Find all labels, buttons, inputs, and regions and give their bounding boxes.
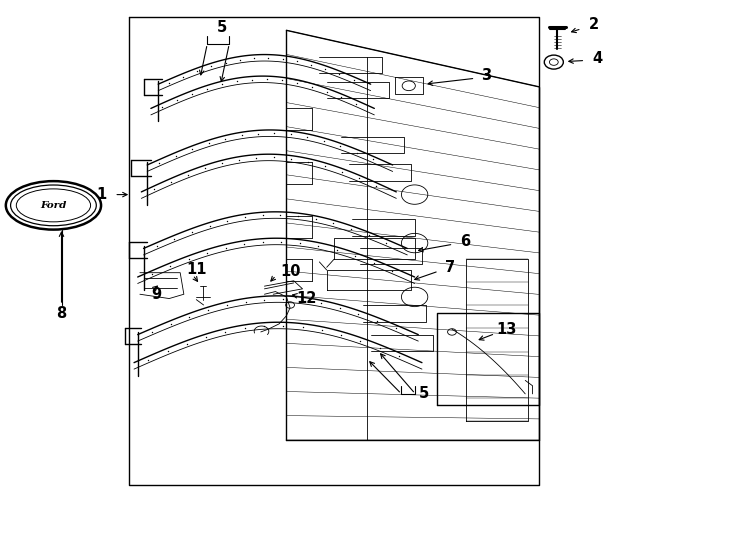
Text: 3: 3 [481, 68, 491, 83]
Text: 1: 1 [97, 187, 107, 202]
Text: 4: 4 [593, 51, 603, 66]
Text: 13: 13 [496, 322, 517, 337]
Text: 12: 12 [297, 291, 317, 306]
Text: 11: 11 [186, 262, 207, 278]
Text: 5: 5 [419, 387, 429, 401]
Text: 8: 8 [57, 306, 67, 321]
Text: 9: 9 [152, 287, 161, 302]
Text: 7: 7 [446, 260, 456, 275]
Text: 5: 5 [217, 20, 227, 35]
Text: Ford: Ford [40, 201, 67, 210]
Text: 10: 10 [280, 264, 300, 279]
Text: 6: 6 [460, 234, 470, 249]
Text: 2: 2 [589, 17, 599, 32]
